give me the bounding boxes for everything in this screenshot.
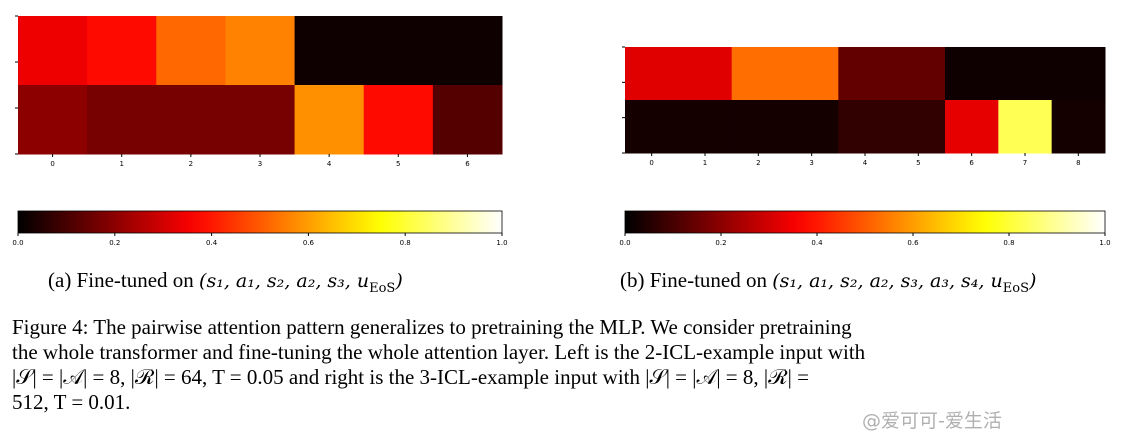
colorbar-tick-label: 0.0 xyxy=(12,239,23,247)
heatmap-cell xyxy=(998,100,1053,154)
heatmap-cell xyxy=(156,16,226,86)
colorbar-tick-label: 0.2 xyxy=(109,239,120,247)
caption-line: Figure 4: The pairwise attention pattern… xyxy=(12,315,852,339)
caption-line: |𝒮| = |𝒜| = 8, |ℛ| = 64, T = 0.05 and ri… xyxy=(12,365,809,389)
heatmap-cell xyxy=(625,47,679,101)
heatmap-cell xyxy=(945,47,999,101)
heatmap-cell xyxy=(998,47,1053,101)
heatmap-cell xyxy=(18,85,88,155)
x-tick-label: 3 xyxy=(809,159,813,167)
caption-line: 512, T = 0.01. xyxy=(12,390,131,414)
heatmap-cell xyxy=(87,85,157,155)
heatmap-cell xyxy=(225,85,296,155)
x-tick-label: 5 xyxy=(396,160,400,168)
colorbar-tick-label: 1.0 xyxy=(496,239,507,247)
heatmap-cell xyxy=(363,85,434,155)
watermark: @爱可可-爱生活 xyxy=(862,410,1002,432)
x-tick-label: 2 xyxy=(756,159,760,167)
colorbar-tick-label: 0.6 xyxy=(303,239,315,247)
x-tick-label: 1 xyxy=(703,159,707,167)
heatmap-cell xyxy=(838,47,893,101)
colorbar xyxy=(624,210,1106,234)
heatmap-cell xyxy=(678,47,733,101)
heatmap-cell xyxy=(891,100,946,154)
x-tick-label: 1 xyxy=(119,160,123,168)
x-tick-label: 8 xyxy=(1076,159,1080,167)
colorbar-tick-label: 0.2 xyxy=(715,239,726,247)
x-tick-label: 0 xyxy=(50,160,54,168)
heatmap-cell xyxy=(945,100,999,154)
figure-panels: 0 1 2 3 4 5 6 0.0 0.2 0.4 0.6 0.8 1.0 0 1 2 3 4 5 6 7 8 0.0 0.2… xyxy=(12,15,1111,247)
colorbar-tick-label: 0.6 xyxy=(907,239,919,247)
heatmap-cell xyxy=(294,85,365,155)
colorbar xyxy=(17,210,503,234)
heatmap-cell xyxy=(1051,100,1106,154)
heatmap-cell xyxy=(18,16,88,86)
x-tick-label: 0 xyxy=(649,159,653,167)
heatmap-cell xyxy=(731,47,786,101)
x-tick-label: 4 xyxy=(327,160,332,168)
heatmap-cell xyxy=(785,100,839,154)
colorbar-tick-label: 0.8 xyxy=(1003,239,1014,247)
heatmap-cell xyxy=(363,16,434,86)
x-tick-label: 4 xyxy=(863,159,868,167)
heatmap-cell xyxy=(225,16,296,86)
heatmap-cell xyxy=(838,100,893,154)
x-tick-label: 6 xyxy=(465,160,470,168)
colorbar-tick-label: 0.4 xyxy=(206,239,218,247)
heatmap-cell xyxy=(432,16,503,86)
x-tick-label: 7 xyxy=(1023,159,1027,167)
heatmap-cell xyxy=(87,16,157,86)
caption-line: the whole transformer and fine-tuning th… xyxy=(12,340,866,364)
colorbar-tick-label: 0.4 xyxy=(811,239,823,247)
heatmap-cell xyxy=(625,100,679,154)
subcaption-a: (a) Fine-tuned on (s₁, a₁, s₂, a₂, s₃, u… xyxy=(48,268,403,296)
x-tick-label: 5 xyxy=(916,159,920,167)
colorbar-tick-label: 0.8 xyxy=(400,239,411,247)
figure-caption: Figure 4: The pairwise attention pattern… xyxy=(12,315,1116,415)
heatmap-cell xyxy=(678,100,733,154)
heatmap-cell xyxy=(731,100,786,154)
heatmap-cell xyxy=(294,16,365,86)
colorbar-tick-label: 1.0 xyxy=(1099,239,1110,247)
subcaption-b: (b) Fine-tuned on (s₁, a₁, s₂, a₂, s₃, a… xyxy=(620,268,1037,296)
heatmap-cell xyxy=(891,47,946,101)
x-tick-label: 6 xyxy=(969,159,974,167)
heatmap-cell xyxy=(156,85,226,155)
heatmap-cell xyxy=(1051,47,1106,101)
heatmap-cell xyxy=(785,47,839,101)
x-tick-label: 2 xyxy=(189,160,193,168)
x-tick-label: 3 xyxy=(258,160,262,168)
heatmap-cell xyxy=(432,85,503,155)
colorbar-tick-label: 0.0 xyxy=(619,239,630,247)
